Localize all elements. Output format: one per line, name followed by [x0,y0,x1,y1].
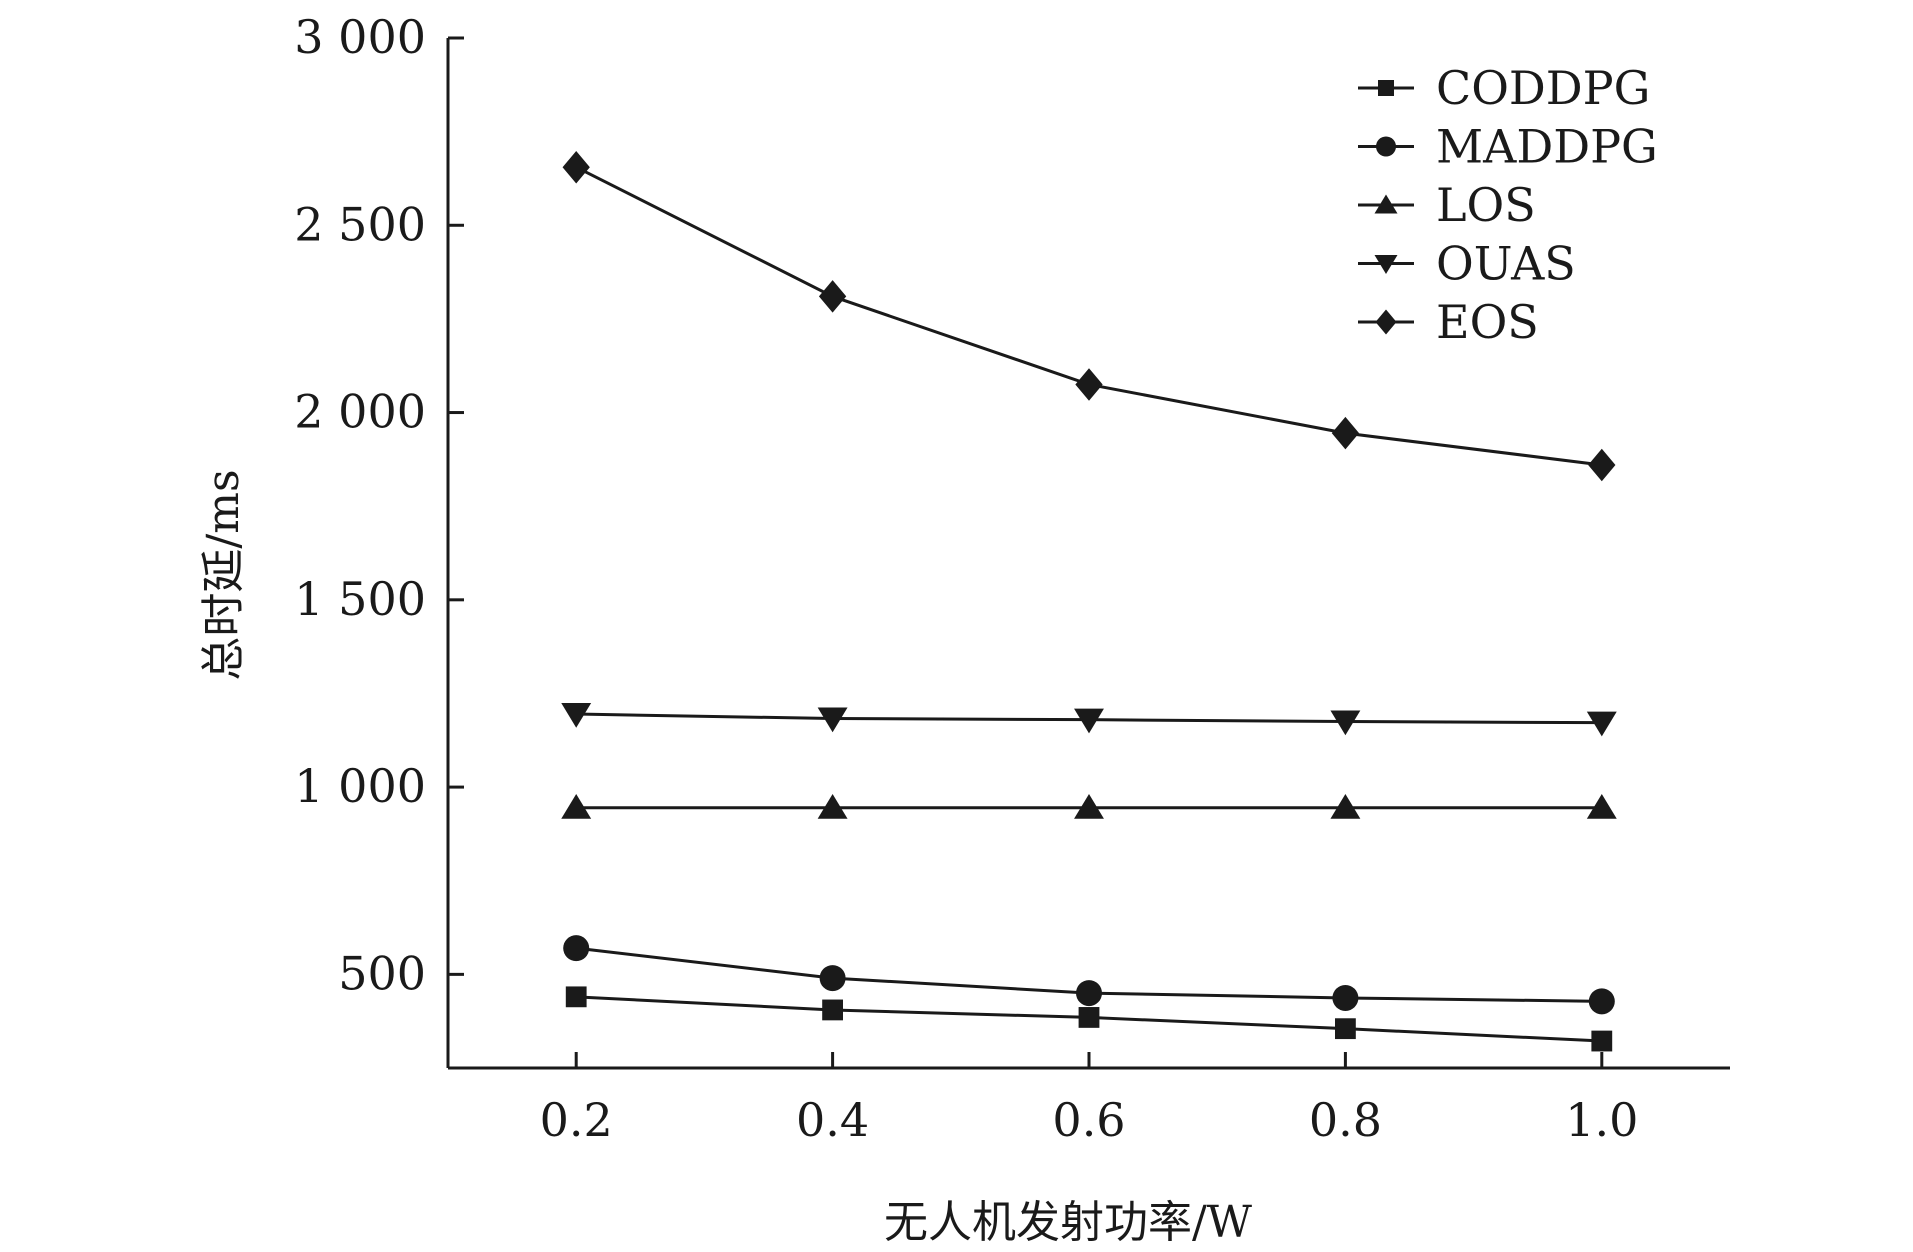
series-maddpg [563,935,1615,1015]
legend-marker-ouas [1374,255,1398,274]
data-point-coddpg [1078,1007,1100,1028]
series-los [561,794,1617,819]
data-point-los [1074,794,1104,819]
data-point-los [817,794,848,819]
data-point-ouas [817,707,848,733]
data-point-eos [1075,368,1103,401]
x-axis-label: 无人机发射功率/W [884,1197,1253,1248]
data-point-los [1586,794,1617,819]
y-tick-label: 2 000 [294,385,426,439]
data-point-eos [1331,416,1360,450]
data-point-maddpg [819,965,846,992]
legend-label-maddpg: MADDPG [1436,120,1658,174]
y-axis-label: 总时延/ms [198,469,249,680]
series-coddpg [565,986,1613,1052]
y-tick-label: 2 500 [294,197,426,251]
axes: 500 1 000 1 500 2 000 2 500 3 000 0.2 0.4 0.6 0.8… [294,10,1730,1147]
data-point-los [561,794,592,819]
data-point-coddpg [1335,1018,1356,1040]
data-point-ouas [1330,710,1361,736]
legend-item-eos: EOS [1358,295,1539,349]
series-layer [561,150,1617,1052]
data-point-coddpg [1591,1030,1613,1052]
data-point-maddpg [563,935,590,962]
x-tick-label: 0.8 [1309,1093,1382,1147]
data-point-ouas [1586,711,1617,737]
data-point-eos [1588,448,1616,482]
data-point-coddpg [822,999,843,1021]
y-tick-label: 500 [338,946,426,1000]
y-tick-label: 1 000 [294,759,426,813]
x-tick-label: 0.2 [540,1093,613,1147]
data-point-eos [562,150,590,184]
y-tick-label: 1 500 [294,572,426,626]
legend-label-coddpg: CODDPG [1436,61,1650,115]
data-point-ouas [1074,708,1104,734]
series-eos [562,150,1616,482]
legend-label-los: LOS [1436,178,1536,232]
y-tick-label: 3 000 [294,10,426,64]
legend-marker-maddpg [1376,136,1396,157]
legend-label-ouas: OUAS [1436,237,1576,291]
data-point-ouas [561,703,592,728]
data-point-maddpg [1076,980,1102,1007]
data-point-maddpg [1332,984,1359,1011]
data-point-los [1330,794,1361,819]
x-tick-label: 1.0 [1565,1093,1638,1147]
legend-item-maddpg: MADDPG [1358,120,1658,174]
legend-marker-coddpg [1378,80,1394,96]
x-tick-label: 0.4 [796,1093,869,1147]
legend-marker-eos [1375,309,1397,335]
data-point-maddpg [1588,988,1615,1015]
legend-marker-los [1374,194,1398,214]
legend-label-eos: EOS [1436,295,1539,349]
data-point-eos [818,280,847,313]
data-point-coddpg [565,986,587,1008]
x-tick-label: 0.6 [1052,1093,1125,1147]
legend-item-coddpg: CODDPG [1358,61,1650,115]
legend-item-ouas: OUAS [1358,237,1576,291]
series-ouas [561,703,1617,737]
legend-item-los: LOS [1358,178,1536,232]
